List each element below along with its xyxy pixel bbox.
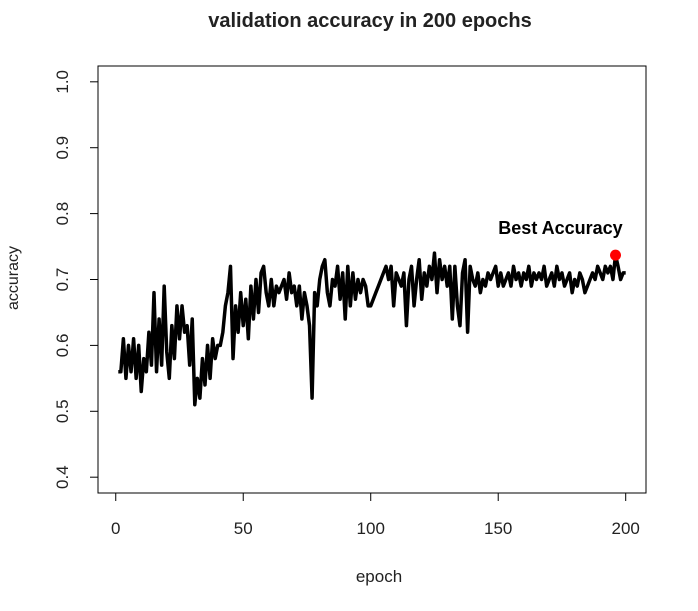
y-tick-label: 0.4	[53, 465, 72, 489]
x-tick-label: 50	[234, 519, 253, 538]
y-tick-label: 0.6	[53, 334, 72, 358]
x-axis-label: epoch	[356, 567, 402, 586]
chart-title: validation accuracy in 200 epochs	[208, 10, 531, 32]
y-tick-label: 0.8	[53, 202, 72, 226]
x-tick-label: 0	[111, 519, 120, 538]
y-tick-label: 1.0	[53, 70, 72, 94]
x-tick-label: 150	[484, 519, 512, 538]
y-axis-label: accuracy	[5, 246, 22, 310]
best-label: Best Accuracy	[498, 218, 622, 238]
x-tick-label: 100	[357, 519, 385, 538]
y-tick-label: 0.7	[53, 268, 72, 292]
y-tick-label: 0.5	[53, 399, 72, 423]
best-point	[610, 249, 622, 261]
y-tick-label: 0.9	[53, 136, 72, 160]
accuracy-line	[118, 251, 626, 407]
x-tick-label: 200	[612, 519, 640, 538]
